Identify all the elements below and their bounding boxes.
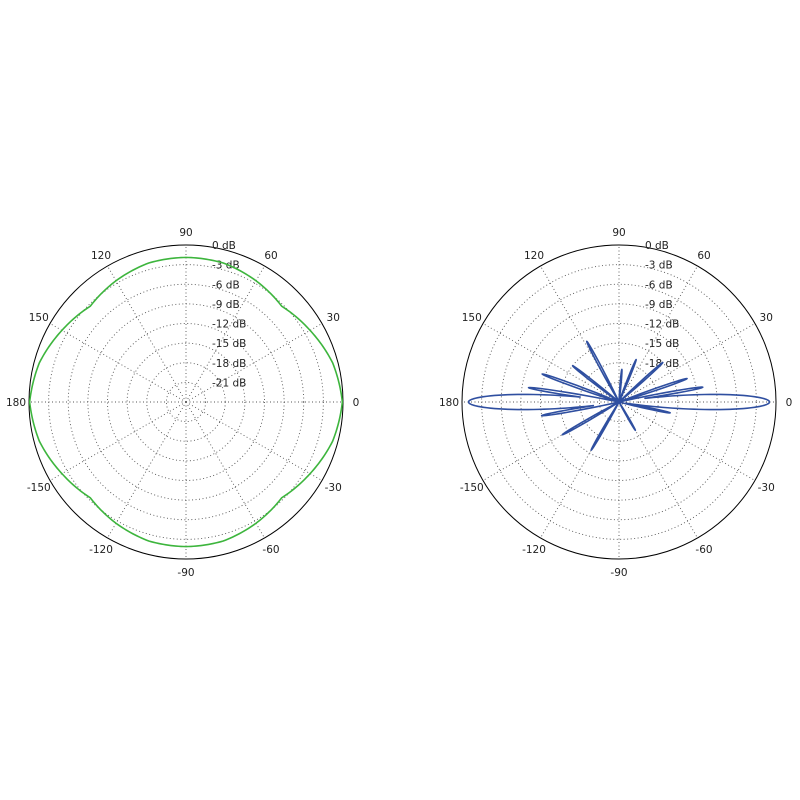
angle-tick-label: 0 <box>353 397 360 409</box>
angle-tick-label: -60 <box>695 544 712 556</box>
angle-tick-label: 30 <box>327 312 340 324</box>
radial-tick-label: -9 dB <box>645 299 673 311</box>
left-pattern-trace <box>28 256 344 548</box>
radial-tick-label: -21 dB <box>212 377 246 389</box>
right-pattern-trace <box>467 340 771 451</box>
radial-tick-label: -15 dB <box>645 338 679 350</box>
angle-tick-label: 60 <box>264 250 277 262</box>
angle-tick-label: 30 <box>760 312 773 324</box>
grid-spoke <box>185 401 265 539</box>
angle-tick-label: 90 <box>179 227 192 239</box>
grid-spoke <box>49 401 187 481</box>
grid-ring <box>165 381 207 423</box>
radial-tick-label: -15 dB <box>212 338 246 350</box>
right-polar-plot: 0 30 60 90 120 150 180 -150 -120 -90 -60 -30 0 dB -3 … <box>439 227 792 579</box>
grid-spoke <box>618 401 756 481</box>
angle-tick-label: -150 <box>460 482 484 494</box>
angle-tick-label: -120 <box>522 544 546 556</box>
angle-tick-label: 90 <box>612 227 625 239</box>
angle-tick-label: 60 <box>697 250 710 262</box>
angle-tick-label: 0 <box>786 397 793 409</box>
outer-ring <box>461 244 777 560</box>
radial-tick-label: -6 dB <box>645 279 673 291</box>
angle-tick-label: 150 <box>462 312 482 324</box>
grid-ring <box>598 381 640 423</box>
grid-ring <box>559 342 679 462</box>
angle-tick-label: -30 <box>758 482 775 494</box>
radial-tick-label: -9 dB <box>212 299 240 311</box>
grid-spoke <box>107 401 187 539</box>
angle-tick-label: 180 <box>439 397 459 409</box>
grid-ring <box>107 323 265 481</box>
angle-tick-label: -90 <box>177 567 194 579</box>
angle-tick-label: -120 <box>89 544 113 556</box>
radial-tick-label: -18 dB <box>212 358 246 370</box>
angle-tick-label: 180 <box>6 397 26 409</box>
radial-tick-label: -3 dB <box>645 260 673 272</box>
grid-ring <box>67 283 305 521</box>
radial-tick-label: -6 dB <box>212 279 240 291</box>
angle-tick-label: 150 <box>29 312 49 324</box>
grid-ring <box>540 323 698 481</box>
angle-tick-label: -60 <box>262 544 279 556</box>
radial-tick-label: -12 dB <box>212 319 246 331</box>
angle-tick-label: -150 <box>27 482 51 494</box>
grid-spoke <box>618 323 756 403</box>
angle-tick-label: 120 <box>524 250 544 262</box>
grid-spoke <box>107 265 187 403</box>
grid-ring <box>126 342 246 462</box>
angle-tick-label: -30 <box>325 482 342 494</box>
grid-spoke <box>185 323 323 403</box>
grid-ring <box>500 283 738 521</box>
angle-tick-label: 120 <box>91 250 111 262</box>
angle-tick-label: -90 <box>610 567 627 579</box>
radial-tick-label: 0 dB <box>645 240 669 252</box>
grid-spoke <box>185 401 323 481</box>
radial-tick-label: 0 dB <box>212 240 236 252</box>
radial-tick-label: -12 dB <box>645 319 679 331</box>
